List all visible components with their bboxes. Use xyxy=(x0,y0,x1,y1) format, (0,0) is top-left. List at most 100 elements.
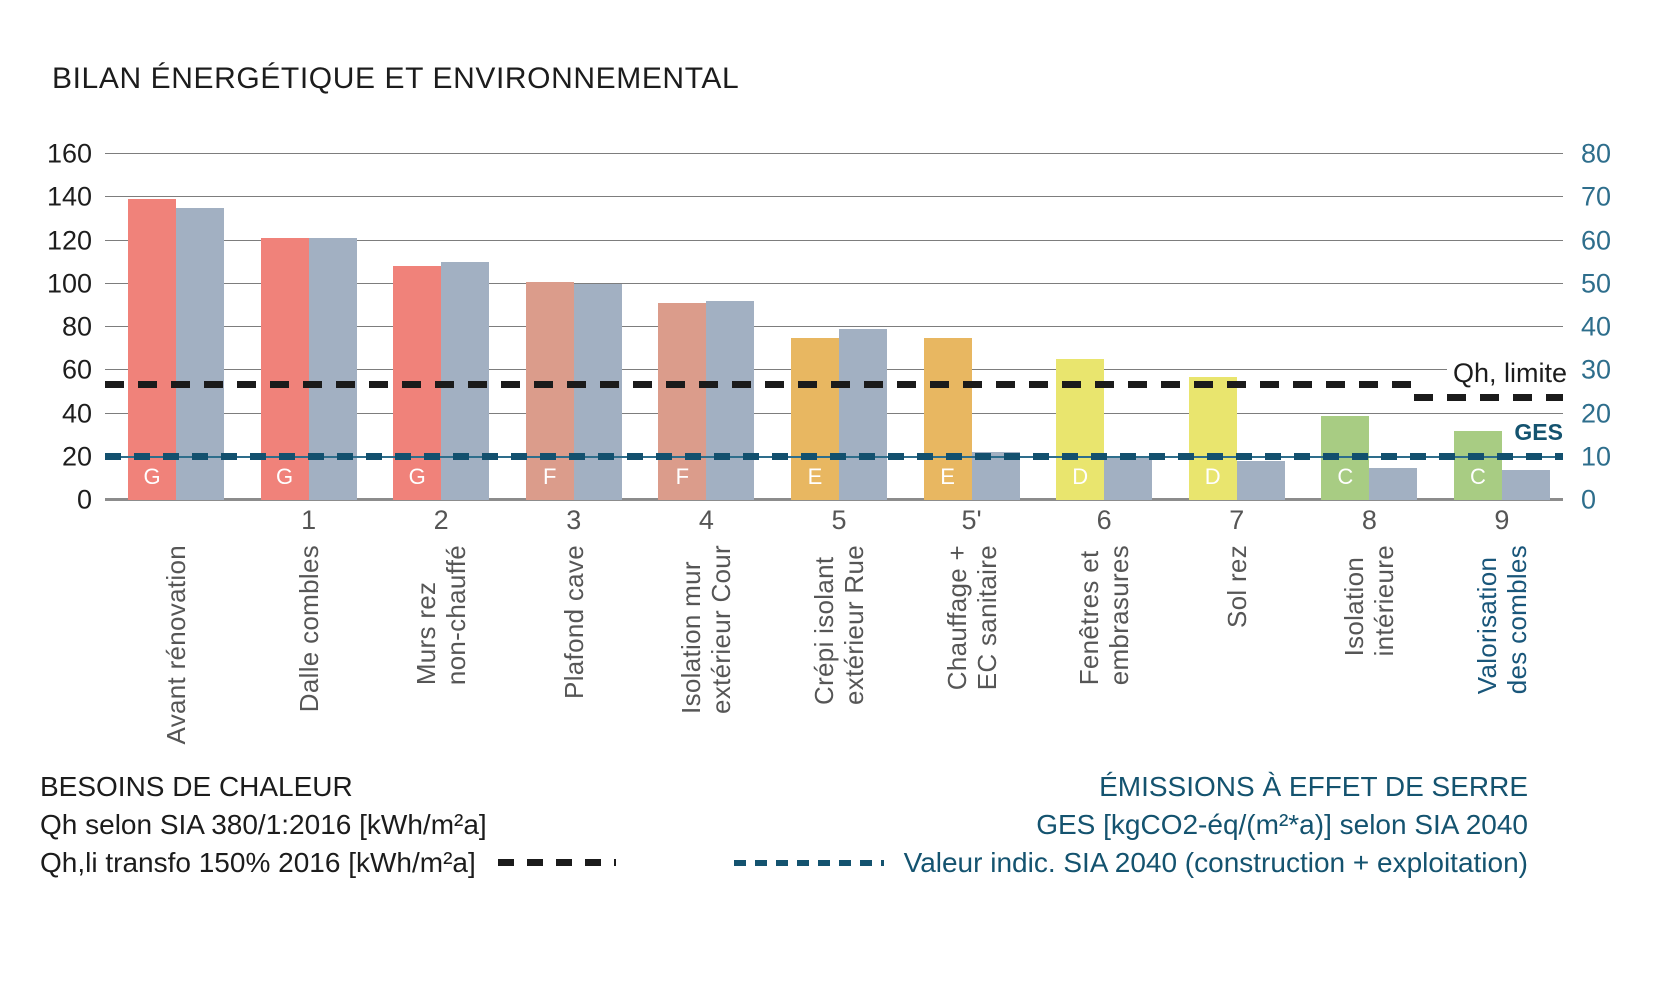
plot-area: G G G F F E E D D C C Qh, limite GES xyxy=(105,153,1567,501)
energy-class-letter: E xyxy=(807,464,823,489)
y-axis-tick-right: 80 xyxy=(1581,138,1612,169)
gridline xyxy=(105,239,1563,241)
legend-emissions-line2: Valeur indic. SIA 2040 (construction + e… xyxy=(733,844,1528,882)
bar-group: F xyxy=(658,154,755,500)
category-cell: Murs rez non-chauffé xyxy=(393,545,489,777)
legend-emissions-line1: GES [kgCO2-éq/(m²*a)] selon SIA 2040 xyxy=(1036,809,1528,840)
y-axis-tick-right: 30 xyxy=(1581,354,1612,385)
y-axis-tick-right: 50 xyxy=(1581,268,1612,299)
qh-bar: F xyxy=(658,303,707,500)
category-label: Sol rez xyxy=(1221,545,1252,629)
category-cell: Avant rénovation xyxy=(128,545,224,777)
qh-limit-dashed-line-end-segment xyxy=(1414,394,1563,402)
category-label: Fenêtres et embrasures xyxy=(1074,545,1135,686)
category-cell: Plafond cave xyxy=(526,545,622,777)
bar-group: F xyxy=(525,154,622,500)
bar-group: D xyxy=(1056,154,1153,500)
energy-class-letter: D xyxy=(1072,464,1089,489)
y-axis-tick-left: 20 xyxy=(61,441,92,472)
x-axis-number: 5' xyxy=(961,505,982,535)
y-axis-tick-right: 20 xyxy=(1581,398,1612,428)
bar-group: D xyxy=(1188,154,1285,500)
qh-bar: C xyxy=(1453,430,1502,500)
category-cell: Isolation intérieure xyxy=(1321,545,1417,777)
y-axis-tick-right: 70 xyxy=(1581,181,1612,212)
x-axis-number: 6 xyxy=(1096,505,1112,535)
category-label: Valorisation des combles xyxy=(1471,545,1532,695)
category-cell: Crépi isolant extérieur Rue xyxy=(791,545,887,777)
qh-bar: D xyxy=(1188,376,1237,500)
qh-limit-dashed-line xyxy=(105,381,1415,389)
bar-group: E xyxy=(790,154,887,500)
ges-bar xyxy=(1369,467,1418,500)
y-axis-tick-right: 40 xyxy=(1581,311,1612,342)
x-axis-category-row: Avant rénovation Dalle combles Murs rez no… xyxy=(105,545,1563,777)
category-cell: Fenêtres et embrasures xyxy=(1056,545,1152,777)
ges-bar xyxy=(573,283,622,500)
category-cell: Chauffage + EC sanitaire xyxy=(924,545,1020,777)
ges-bar xyxy=(176,208,224,500)
y-axis-tick-right: 0 xyxy=(1581,484,1597,515)
x-axis-number: 3 xyxy=(566,505,582,535)
gridline xyxy=(105,153,1563,154)
energy-class-letter: D xyxy=(1204,464,1221,489)
category-label: Chauffage + EC sanitaire xyxy=(941,545,1002,691)
gridline xyxy=(105,282,1563,284)
category-cell: Sol rez xyxy=(1189,545,1285,777)
ges-bar xyxy=(1104,456,1153,500)
legend-emissions: ÉMISSIONS À EFFET DE SERRE GES [kgCO2-éq… xyxy=(733,768,1528,882)
y-axis-tick-left: 60 xyxy=(61,354,92,385)
y-axis-tick-left: 40 xyxy=(61,398,92,428)
blue-dashed-line-sample xyxy=(733,859,884,866)
category-label: Dalle combles xyxy=(293,545,324,713)
energy-class-letter: C xyxy=(1337,464,1354,489)
legend-heat-line1: Qh selon SIA 380/1:2016 [kWh/m²a] xyxy=(40,809,487,840)
x-axis-number: 4 xyxy=(698,505,714,535)
x-axis-number-row: 1 2 3 4 5 5' 6 7 8 9 xyxy=(105,505,1563,536)
ges-target-dashed-line xyxy=(105,453,1563,461)
gridline xyxy=(105,196,1563,198)
legend-emissions-title: ÉMISSIONS À EFFET DE SERRE xyxy=(1099,771,1528,802)
page-title: BILAN ÉNERGÉTIQUE ET ENVIRONNEMENTAL xyxy=(52,62,740,95)
y-axis-tick-left: 80 xyxy=(61,311,92,342)
black-dashed-line-sample xyxy=(497,859,616,867)
qh-bar: F xyxy=(525,281,574,500)
category-label: Plafond cave xyxy=(558,545,589,699)
bar-group: C xyxy=(1453,154,1550,500)
y-axis-tick-left: 120 xyxy=(46,225,92,255)
energy-class-letter: C xyxy=(1469,464,1486,489)
energy-class-letter: E xyxy=(940,464,955,489)
ges-line-label: GES xyxy=(1514,418,1563,445)
x-axis-number: 2 xyxy=(433,505,449,535)
ges-bar xyxy=(308,238,357,500)
category-label: Isolation intérieure xyxy=(1339,545,1400,657)
category-cell: Dalle combles xyxy=(261,545,357,777)
y-axis-tick-left: 100 xyxy=(46,268,92,299)
bar-group: C xyxy=(1321,154,1418,500)
qh-bar: E xyxy=(790,337,839,500)
bar-group: G xyxy=(260,154,357,500)
ges-bar xyxy=(1501,469,1550,500)
y-axis-tick-left: 160 xyxy=(46,138,92,169)
gridline xyxy=(105,326,1563,327)
x-axis-number: 9 xyxy=(1494,505,1510,535)
category-cell: Valorisation des combles xyxy=(1454,545,1550,777)
left-axis: 0 20 40 60 80 100 120 140 160 xyxy=(0,139,92,515)
category-label: Murs rez non-chauffé xyxy=(411,545,472,686)
category-label: Crépi isolant extérieur Rue xyxy=(808,545,869,705)
bar-group: E xyxy=(923,154,1020,500)
category-cell: Isolation mur extérieur Cour xyxy=(658,545,754,777)
ges-bar xyxy=(706,301,755,500)
category-label: Isolation mur extérieur Cour xyxy=(676,545,737,714)
legend-heat-title: BESOINS DE CHALEUR xyxy=(40,771,353,802)
energy-class-letter: G xyxy=(408,464,426,489)
legend-heat-line2-text: Qh,li transfo 150% 2016 [kWh/m²a] xyxy=(40,847,476,878)
y-axis-tick-right: 60 xyxy=(1581,225,1612,255)
legend-heat-line2: Qh,li transfo 150% 2016 [kWh/m²a] xyxy=(40,844,616,882)
x-axis-number: 1 xyxy=(301,505,317,535)
qh-bar: E xyxy=(923,337,972,500)
bar-group: G xyxy=(393,154,490,500)
y-axis-tick-left: 0 xyxy=(76,484,92,515)
energy-class-letter: F xyxy=(543,464,557,489)
y-axis-tick-left: 140 xyxy=(46,181,92,212)
